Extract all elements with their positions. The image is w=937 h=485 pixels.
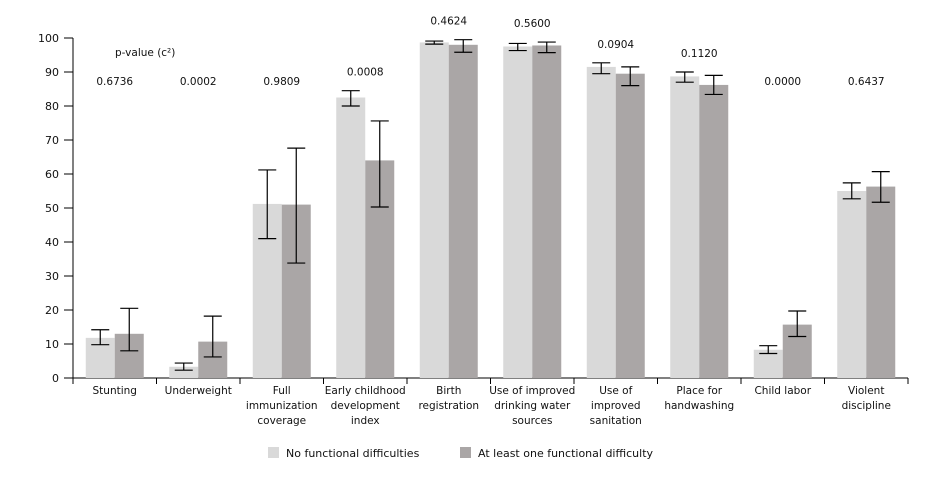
x-tick-label: Child labor [754,385,811,397]
x-tick-label: sources [512,415,552,427]
y-tick-label: 60 [45,168,59,181]
y-tick-label: 20 [45,304,59,317]
x-tick-label: Use of [599,385,632,397]
p-value-label: 0.0002 [180,76,217,88]
x-tick-label: Use of improved [489,385,575,397]
p-value-label: 0.6736 [96,76,133,88]
p-value-label: 0.0008 [347,67,384,79]
y-tick-label: 50 [45,202,59,215]
p-value-label: 0.9809 [263,76,300,88]
x-tick-label: Place for [676,385,722,397]
x-tick-label: development [331,400,400,412]
x-tick-label: sanitation [590,415,642,427]
y-tick-label: 40 [45,236,59,249]
x-tick-label: Full [273,385,291,397]
bar [866,186,896,378]
p-value-label: 0.5600 [514,18,551,30]
legend-swatch [268,447,279,458]
bar [837,191,867,378]
bar [532,45,562,378]
x-tick-label: improved [591,400,641,412]
x-tick-label: immunization [246,400,318,412]
x-tick-label: handwashing [664,400,734,412]
legend-swatch [460,447,471,458]
x-tick-label: Violent [848,385,884,397]
x-tick-label: registration [418,400,479,412]
x-tick-label: Underweight [165,385,232,397]
y-tick-label: 10 [45,338,59,351]
y-tick-label: 80 [45,100,59,113]
p-value-label: 0.1120 [681,48,718,60]
p-value-label: 0.6437 [848,76,885,88]
y-tick-label: 90 [45,66,59,79]
x-tick-label: index [351,415,380,427]
y-tick-label: 100 [38,32,59,45]
legend-label: No functional difficulties [286,447,420,460]
bar [615,73,645,378]
bar [670,76,700,379]
bar [169,366,199,378]
y-tick-label: 0 [52,372,59,385]
p-value-label: 0.4624 [430,16,467,28]
bar [586,66,616,379]
p-value-header: p-value (c²) [115,47,175,59]
x-tick-label: Birth [436,385,461,397]
bar [448,44,478,379]
legend-label: At least one functional difficulty [478,447,654,460]
bar [336,97,366,378]
x-tick-label: Stunting [93,385,137,397]
p-value-label: 0.0000 [764,76,801,88]
bar [753,349,783,378]
x-tick-label: Early childhood [325,385,406,397]
x-tick-label: discipline [842,400,891,412]
x-tick-label: coverage [257,415,306,427]
x-tick-label: drinking water [494,400,571,412]
bar [699,84,729,379]
y-tick-label: 70 [45,134,59,147]
bar [503,46,533,378]
y-tick-label: 30 [45,270,59,283]
p-value-label: 0.0904 [597,39,634,51]
bar [419,42,449,379]
